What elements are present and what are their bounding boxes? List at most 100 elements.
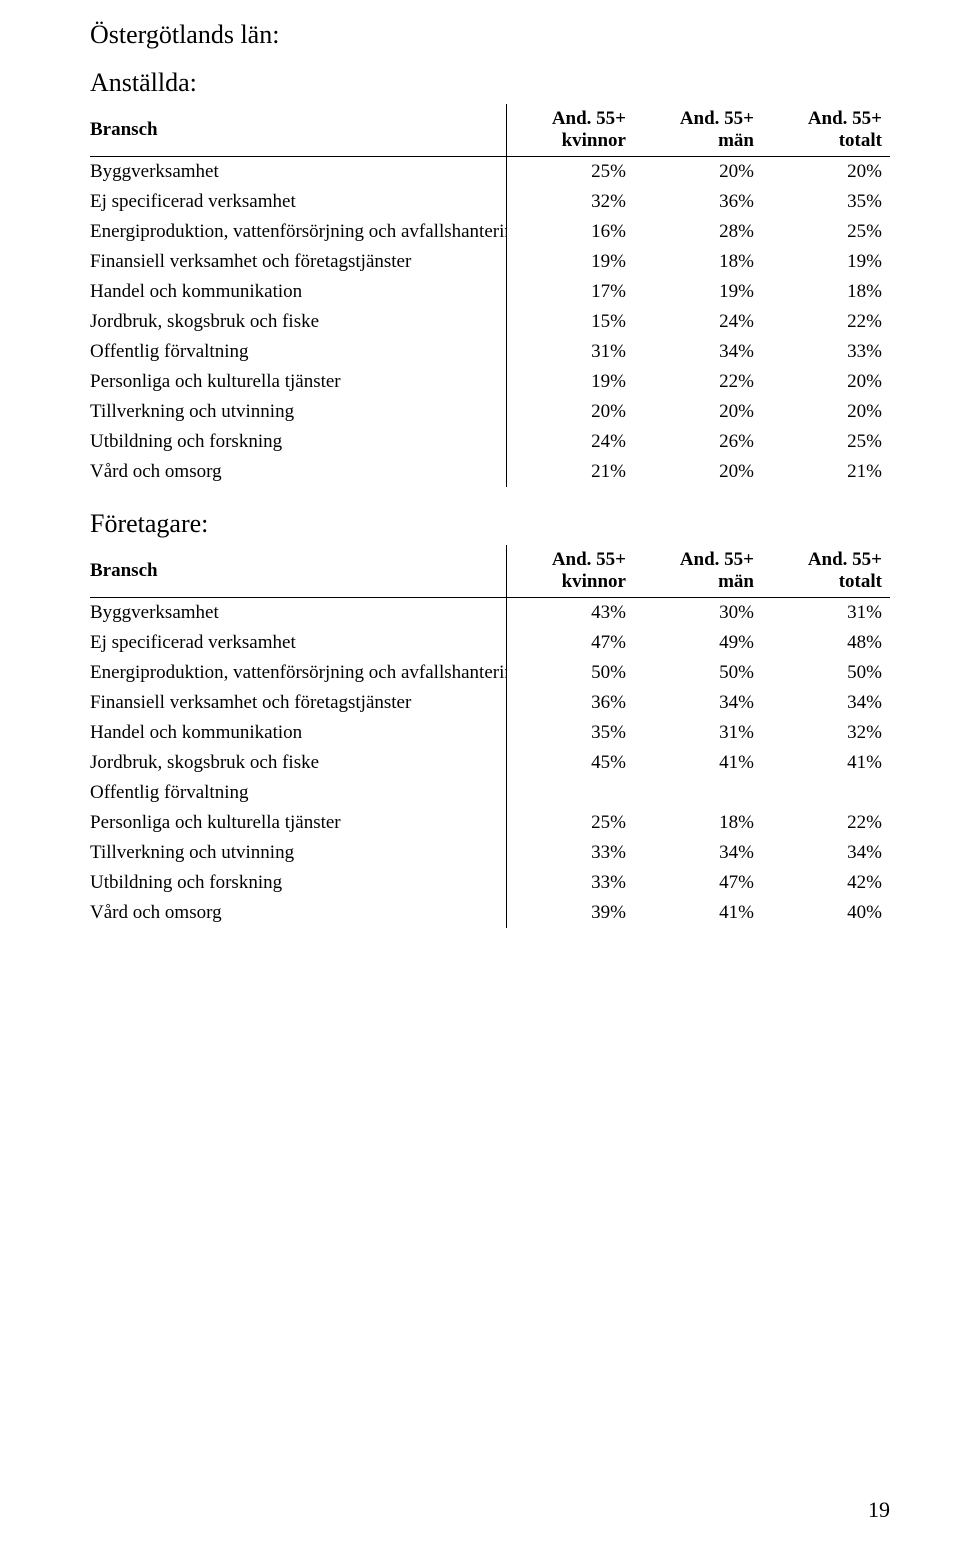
row-label: Energiproduktion, vattenförsörjning och … [90, 217, 506, 247]
table-row: Handel och kommunikation17%19%18% [90, 277, 890, 307]
table-row: Handel och kommunikation35%31%32% [90, 718, 890, 748]
row-value: 41% [634, 898, 762, 928]
row-value: 41% [634, 748, 762, 778]
table-row: Offentlig förvaltning31%34%33% [90, 337, 890, 367]
row-value: 48% [762, 628, 890, 658]
row-value: 47% [634, 868, 762, 898]
row-label: Energiproduktion, vattenförsörjning och … [90, 658, 506, 688]
table-row: Jordbruk, skogsbruk och fiske15%24%22% [90, 307, 890, 337]
row-value: 50% [506, 658, 634, 688]
row-value: 47% [506, 628, 634, 658]
row-label: Tillverkning och utvinning [90, 838, 506, 868]
row-label: Finansiell verksamhet och företagstjänst… [90, 688, 506, 718]
row-value: 41% [762, 748, 890, 778]
row-value: 40% [762, 898, 890, 928]
row-value: 20% [762, 157, 890, 188]
row-label: Vård och omsorg [90, 457, 506, 487]
data-table: BranschAnd. 55+ kvinnorAnd. 55+ mänAnd. … [90, 104, 890, 487]
section-title: Företagare: [90, 509, 890, 539]
row-value: 36% [506, 688, 634, 718]
page: Östergötlands län: Anställda:BranschAnd.… [0, 0, 960, 1547]
row-value: 25% [506, 808, 634, 838]
row-value: 19% [506, 247, 634, 277]
row-value: 30% [634, 598, 762, 629]
row-label: Finansiell verksamhet och företagstjänst… [90, 247, 506, 277]
row-value: 26% [634, 427, 762, 457]
table-row: Offentlig förvaltning [90, 778, 890, 808]
table-header-row: BranschAnd. 55+ kvinnorAnd. 55+ mänAnd. … [90, 104, 890, 157]
row-value [762, 778, 890, 808]
col-header-label: Bransch [90, 104, 506, 157]
row-value: 20% [634, 397, 762, 427]
table-row: Ej specificerad verksamhet32%36%35% [90, 187, 890, 217]
col-header-c1: And. 55+ kvinnor [506, 104, 634, 157]
row-value: 22% [762, 307, 890, 337]
table-row: Energiproduktion, vattenförsörjning och … [90, 217, 890, 247]
row-label: Handel och kommunikation [90, 718, 506, 748]
table-row: Byggverksamhet25%20%20% [90, 157, 890, 188]
row-value: 25% [762, 427, 890, 457]
col-header-c2: And. 55+ män [634, 104, 762, 157]
table-row: Energiproduktion, vattenförsörjning och … [90, 658, 890, 688]
row-label: Ej specificerad verksamhet [90, 187, 506, 217]
page-number: 19 [868, 1497, 890, 1523]
table-row: Jordbruk, skogsbruk och fiske45%41%41% [90, 748, 890, 778]
row-value: 15% [506, 307, 634, 337]
row-value: 33% [506, 868, 634, 898]
data-table: BranschAnd. 55+ kvinnorAnd. 55+ mänAnd. … [90, 545, 890, 928]
row-value: 45% [506, 748, 634, 778]
section-gap [90, 487, 890, 509]
row-value: 35% [762, 187, 890, 217]
row-value [506, 778, 634, 808]
table-row: Personliga och kulturella tjänster25%18%… [90, 808, 890, 838]
table-row: Utbildning och forskning24%26%25% [90, 427, 890, 457]
row-label: Personliga och kulturella tjänster [90, 367, 506, 397]
section-title: Anställda: [90, 68, 890, 98]
row-label: Ej specificerad verksamhet [90, 628, 506, 658]
row-value: 20% [634, 457, 762, 487]
table-row: Vård och omsorg21%20%21% [90, 457, 890, 487]
row-value: 32% [762, 718, 890, 748]
row-value: 20% [506, 397, 634, 427]
row-value: 49% [634, 628, 762, 658]
table-row: Finansiell verksamhet och företagstjänst… [90, 247, 890, 277]
row-label: Utbildning och forskning [90, 427, 506, 457]
region-title: Östergötlands län: [90, 20, 890, 50]
row-value: 25% [762, 217, 890, 247]
row-label: Jordbruk, skogsbruk och fiske [90, 748, 506, 778]
row-value: 18% [762, 277, 890, 307]
row-value: 22% [634, 367, 762, 397]
row-value: 42% [762, 868, 890, 898]
row-label: Offentlig förvaltning [90, 778, 506, 808]
table-row: Utbildning och forskning33%47%42% [90, 868, 890, 898]
row-label: Handel och kommunikation [90, 277, 506, 307]
row-label: Personliga och kulturella tjänster [90, 808, 506, 838]
row-value: 34% [762, 838, 890, 868]
table-row: Vård och omsorg39%41%40% [90, 898, 890, 928]
table-row: Personliga och kulturella tjänster19%22%… [90, 367, 890, 397]
row-value: 34% [634, 688, 762, 718]
row-label: Byggverksamhet [90, 598, 506, 629]
row-value [634, 778, 762, 808]
row-value: 19% [634, 277, 762, 307]
row-value: 22% [762, 808, 890, 838]
row-label: Offentlig förvaltning [90, 337, 506, 367]
row-label: Vård och omsorg [90, 898, 506, 928]
row-label: Utbildning och forskning [90, 868, 506, 898]
table-row: Tillverkning och utvinning33%34%34% [90, 838, 890, 868]
row-value: 20% [634, 157, 762, 188]
row-value: 21% [506, 457, 634, 487]
col-header-c1: And. 55+ kvinnor [506, 545, 634, 598]
table-row: Ej specificerad verksamhet47%49%48% [90, 628, 890, 658]
row-value: 17% [506, 277, 634, 307]
row-value: 18% [634, 247, 762, 277]
table-row: Finansiell verksamhet och företagstjänst… [90, 688, 890, 718]
row-value: 33% [762, 337, 890, 367]
col-header-label: Bransch [90, 545, 506, 598]
row-label: Byggverksamhet [90, 157, 506, 188]
col-header-c2: And. 55+ män [634, 545, 762, 598]
table-row: Tillverkning och utvinning20%20%20% [90, 397, 890, 427]
row-value: 33% [506, 838, 634, 868]
row-value: 36% [634, 187, 762, 217]
row-value: 31% [762, 598, 890, 629]
